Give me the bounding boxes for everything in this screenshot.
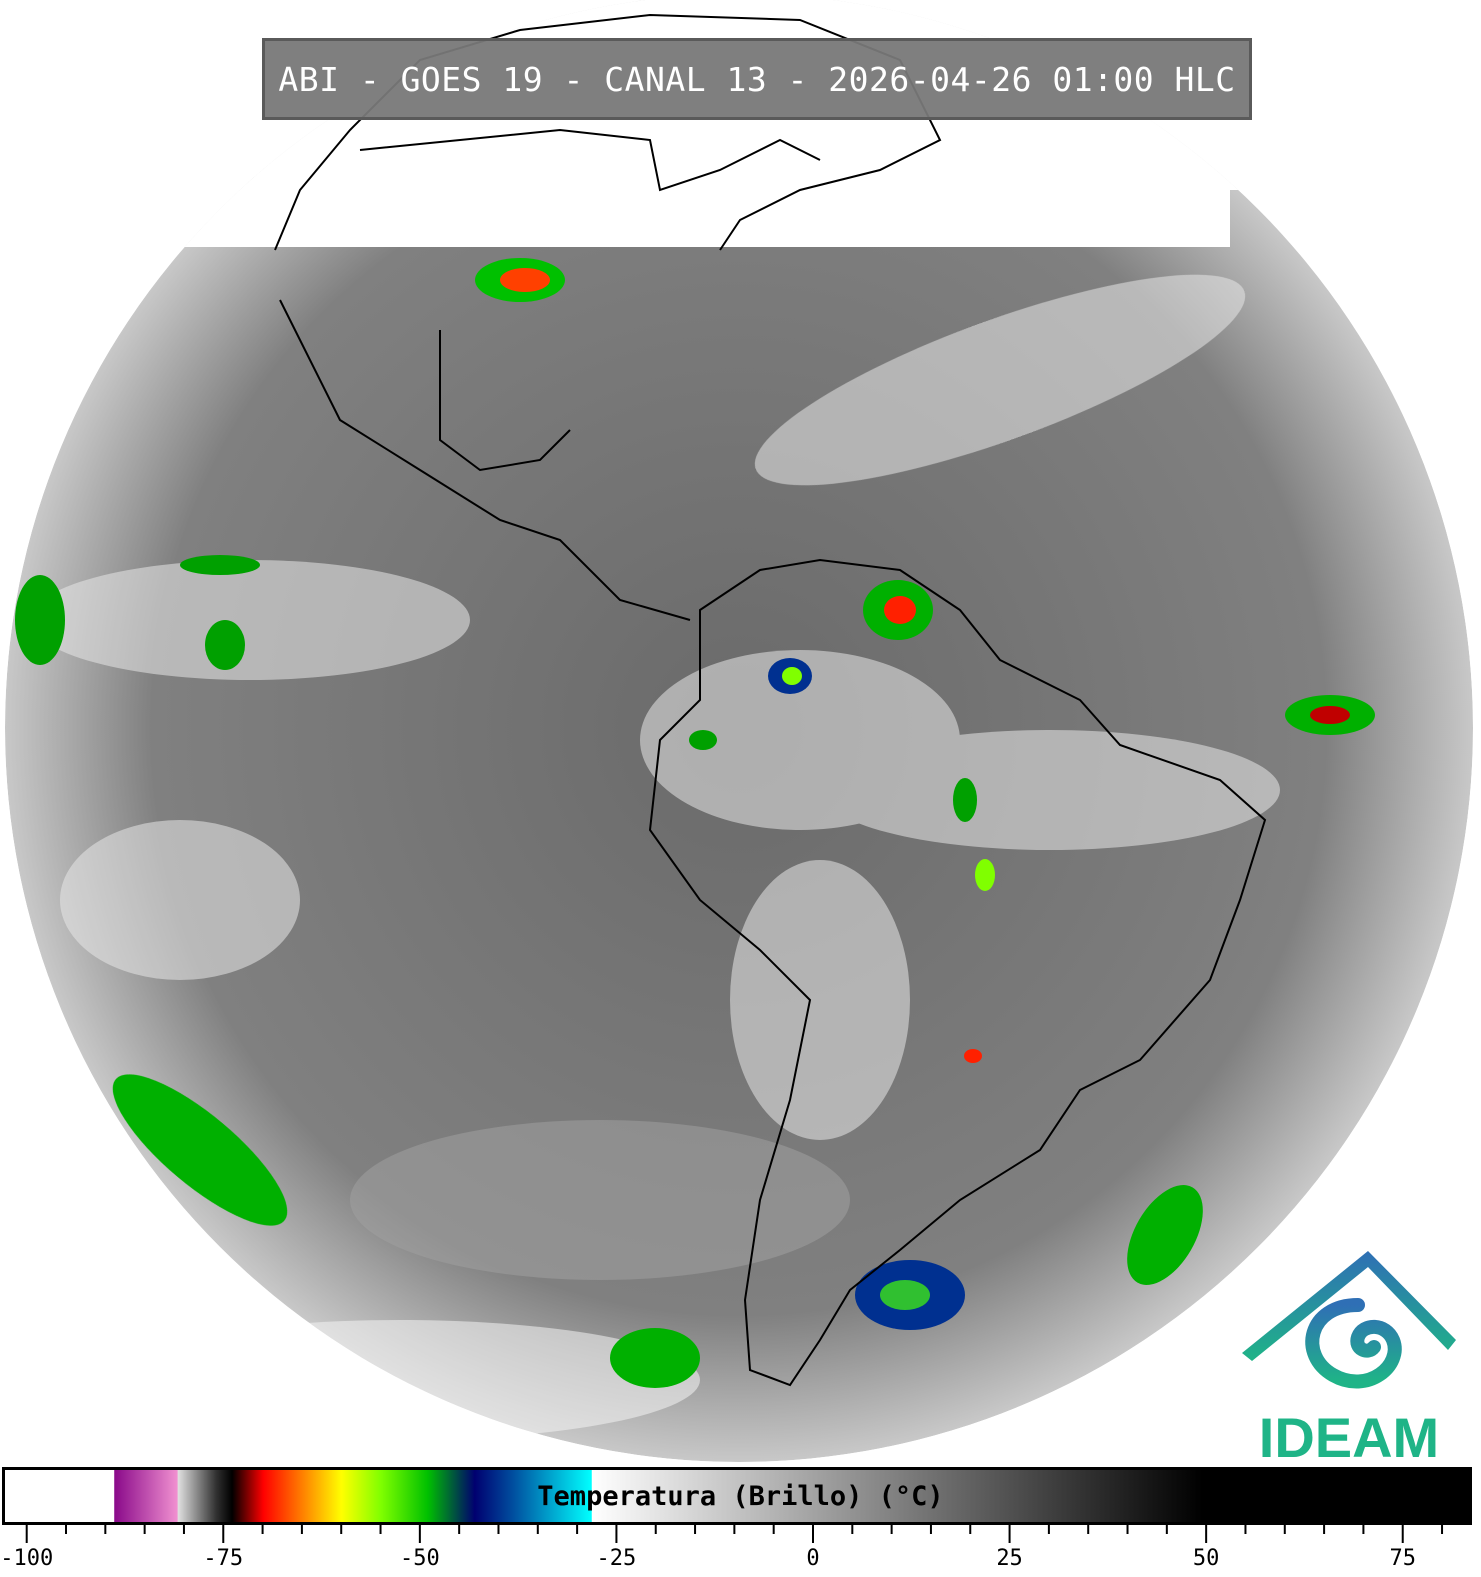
- temperature-colorbar: [2, 1467, 1472, 1525]
- tick-label: -50: [400, 1546, 440, 1571]
- south-america-outline: [648, 558, 1267, 1387]
- tick-label: 75: [1389, 1546, 1416, 1571]
- colorbar-axis: -100 -75 -50 -25 0 25 50 75: [0, 1525, 1444, 1571]
- tick-label: 50: [1193, 1546, 1220, 1571]
- colorbar-label: Temperatura (Brillo) (°C): [537, 1481, 944, 1512]
- tick-label: -75: [203, 1546, 243, 1571]
- tick-label: 0: [806, 1546, 819, 1571]
- satellite-globe-image: [5, 0, 1473, 1462]
- ideam-logo-icon: [1242, 1251, 1456, 1389]
- north-america-outline: [274, 13, 942, 251]
- image-title: ABI - GOES 19 - CANAL 13 - 2026-04-26 01…: [262, 38, 1252, 120]
- central-america-outline: [279, 299, 691, 621]
- tick-label: -100: [0, 1546, 53, 1571]
- ideam-logo: IDEAM: [1238, 1245, 1460, 1469]
- convective-storms: [15, 258, 1375, 1388]
- tick-label: 25: [996, 1546, 1023, 1571]
- ideam-logo-text: IDEAM: [1258, 1406, 1440, 1469]
- tick-label: -25: [597, 1546, 637, 1571]
